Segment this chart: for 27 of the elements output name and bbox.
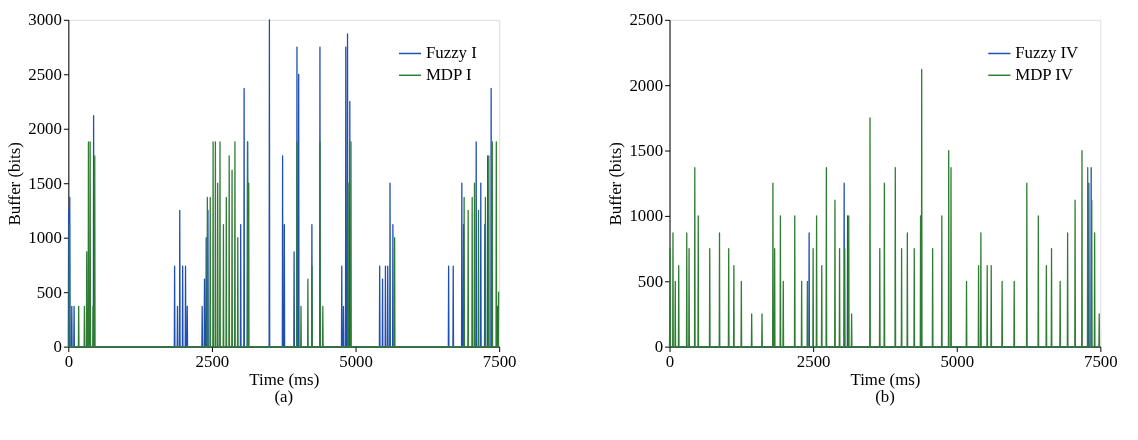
y-tick-label: 1500 (629, 140, 664, 160)
y-tick-label: 2500 (629, 10, 664, 30)
y-tick-label: 1000 (629, 206, 664, 226)
x-axis-title: Time (ms) (850, 369, 921, 389)
x-tick-label: 7500 (1084, 351, 1118, 371)
y-tick-label: 2500 (28, 64, 62, 84)
y-tick-label: 1500 (28, 173, 62, 193)
x-tick-label: 7500 (482, 351, 517, 371)
y-axis-title: Buffer (bits) (5, 142, 25, 226)
y-tick-label: 0 (53, 337, 62, 357)
x-tick-label: 5000 (339, 351, 373, 371)
x-axis-title: Time (ms) (249, 369, 320, 389)
y-tick-label: 2000 (28, 119, 62, 139)
x-tick-label: 2500 (195, 351, 230, 371)
y-tick-label: 1000 (28, 228, 62, 248)
x-tick-label: 5000 (940, 351, 975, 371)
legend-label: Fuzzy IV (1015, 43, 1079, 63)
y-axis-title: Buffer (bits) (606, 142, 626, 226)
y-tick-label: 0 (654, 337, 664, 357)
y-tick-label: 3000 (28, 10, 62, 30)
x-tick-label: 2500 (796, 351, 831, 371)
y-tick-label: 500 (637, 271, 664, 291)
y-tick-label: 2000 (629, 75, 664, 95)
legend-label: MDP IV (1015, 65, 1074, 85)
legend-label: Fuzzy I (425, 43, 478, 63)
y-tick-label: 500 (36, 282, 62, 302)
legend-label: MDP I (425, 65, 472, 85)
